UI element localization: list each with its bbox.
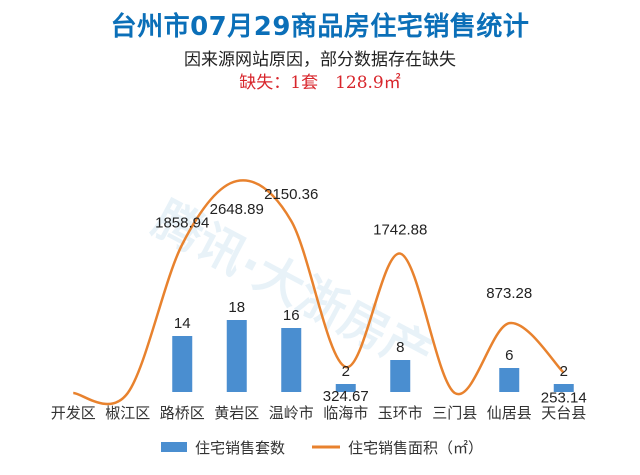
line-series <box>73 179 565 406</box>
category-label-温岭市: 温岭市 <box>269 404 314 422</box>
line-label-黄岩区: 2648.89 <box>210 201 264 218</box>
category-label-椒江区: 椒江区 <box>105 404 150 422</box>
bar-label-黄岩区: 18 <box>228 299 245 316</box>
category-label-黄岩区: 黄岩区 <box>214 404 259 422</box>
legend: 住宅销售套数 住宅销售面积（㎡） <box>161 439 483 457</box>
bar-仙居县 <box>499 368 520 392</box>
bar-label-玉环市: 8 <box>396 339 404 356</box>
missing-note: 缺失：1套 128.9㎡ <box>239 73 401 93</box>
line-label-温岭市: 2150.36 <box>264 186 318 203</box>
x-axis: 开发区 椒江区 路桥区 黄岩区 温岭市 临海市 玉环市 三门县 仙居县 天台县 <box>51 404 587 422</box>
chart-subtitle: 因来源网站原因，部分数据存在缺失 <box>184 50 456 70</box>
bar-label-温岭市: 16 <box>283 307 300 324</box>
line-label-临海市: 324.67 <box>323 388 369 405</box>
legend-line-label: 住宅销售面积（㎡） <box>348 439 483 457</box>
category-label-开发区: 开发区 <box>51 404 96 422</box>
bar-路桥区 <box>172 336 193 392</box>
line-label-仙居县: 873.28 <box>486 285 532 302</box>
bar-玉环市 <box>390 360 411 392</box>
area-line <box>73 179 565 406</box>
bar-label-天台县: 2 <box>560 363 568 380</box>
legend-bar-label: 住宅销售套数 <box>195 439 285 457</box>
bar-series <box>172 320 574 392</box>
category-label-路桥区: 路桥区 <box>160 404 205 422</box>
bar-label-路桥区: 14 <box>174 315 191 332</box>
category-label-天台县: 天台县 <box>541 404 586 422</box>
legend-bar-swatch <box>161 442 187 452</box>
bar-label-临海市: 2 <box>342 363 350 380</box>
bar-温岭市 <box>281 328 302 392</box>
category-label-三门县: 三门县 <box>432 404 477 422</box>
category-label-仙居县: 仙居县 <box>487 404 532 422</box>
bar-临海市 <box>335 384 356 392</box>
category-label-玉环市: 玉环市 <box>378 404 423 422</box>
line-label-路桥区: 1858.94 <box>155 214 209 231</box>
line-label-玉环市: 1742.88 <box>373 222 427 239</box>
category-label-临海市: 临海市 <box>323 404 368 422</box>
bar-黄岩区 <box>226 320 247 392</box>
line-label-天台县: 253.14 <box>541 390 587 407</box>
bar-label-仙居县: 6 <box>505 347 513 364</box>
chart-title: 台州市07月29商品房住宅销售统计 <box>110 12 530 42</box>
bar-天台县 <box>553 384 574 392</box>
